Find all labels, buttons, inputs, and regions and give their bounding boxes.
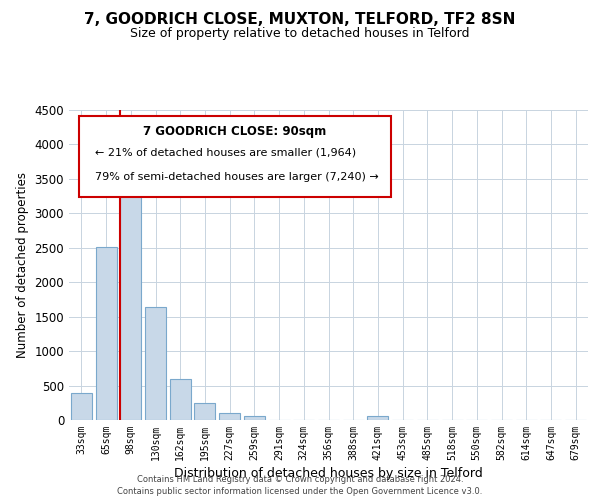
Bar	[95, 247, 116, 420]
Text: 79% of semi-detached houses are larger (7,240) →: 79% of semi-detached houses are larger (…	[95, 172, 379, 182]
Text: Contains HM Land Registry data © Crown copyright and database right 2024.
Contai: Contains HM Land Registry data © Crown c…	[118, 475, 482, 496]
Bar	[244, 416, 265, 420]
Y-axis label: Number of detached properties: Number of detached properties	[16, 172, 29, 358]
Bar	[367, 416, 388, 420]
Bar	[120, 162, 141, 420]
Text: 7 GOODRICH CLOSE: 90sqm: 7 GOODRICH CLOSE: 90sqm	[143, 126, 327, 138]
Bar	[170, 378, 191, 420]
Text: Size of property relative to detached houses in Telford: Size of property relative to detached ho…	[130, 28, 470, 40]
Text: ← 21% of detached houses are smaller (1,964): ← 21% of detached houses are smaller (1,…	[95, 147, 356, 157]
X-axis label: Distribution of detached houses by size in Telford: Distribution of detached houses by size …	[174, 467, 483, 480]
Bar	[71, 393, 92, 420]
Bar	[194, 404, 215, 420]
Text: 7, GOODRICH CLOSE, MUXTON, TELFORD, TF2 8SN: 7, GOODRICH CLOSE, MUXTON, TELFORD, TF2 …	[85, 12, 515, 28]
FancyBboxPatch shape	[79, 116, 391, 197]
Bar	[219, 413, 240, 420]
Bar	[145, 307, 166, 420]
